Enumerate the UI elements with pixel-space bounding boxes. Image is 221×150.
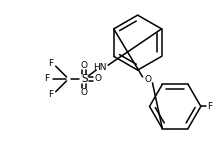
Text: O: O	[81, 61, 88, 70]
Text: O: O	[144, 75, 151, 84]
Text: F: F	[207, 102, 212, 111]
Text: HN: HN	[93, 63, 107, 72]
Text: O: O	[81, 88, 88, 97]
Text: F: F	[48, 59, 53, 68]
Text: F: F	[48, 90, 53, 99]
Text: F: F	[44, 74, 49, 83]
Text: S: S	[81, 74, 88, 84]
Text: O: O	[95, 74, 102, 83]
